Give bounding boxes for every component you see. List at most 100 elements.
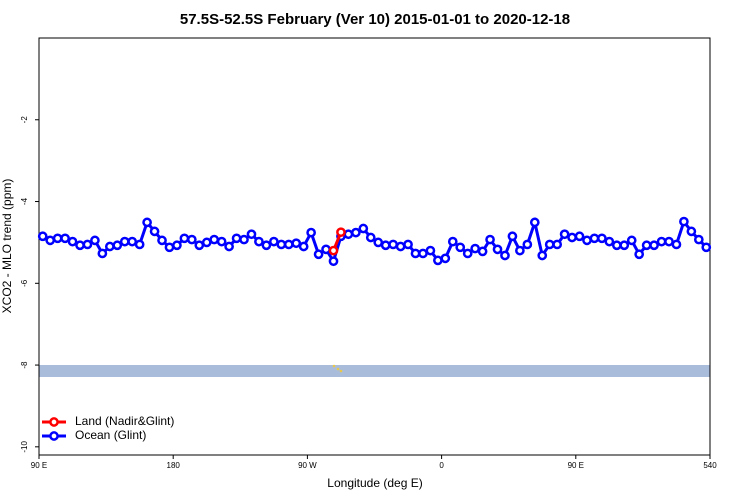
data-point bbox=[254, 236, 264, 247]
data-point bbox=[582, 235, 592, 246]
data-point bbox=[343, 229, 354, 240]
data-point bbox=[537, 250, 548, 261]
data-point bbox=[410, 248, 421, 259]
data-point bbox=[276, 239, 287, 250]
data-point bbox=[515, 245, 525, 256]
data-point bbox=[119, 236, 130, 247]
y-tick-label: -4 bbox=[20, 197, 29, 205]
y-tick-label: -6 bbox=[20, 279, 29, 287]
data-point bbox=[567, 232, 577, 243]
data-point bbox=[291, 238, 302, 249]
x-tick-label: 0 bbox=[439, 461, 444, 470]
data-point bbox=[455, 242, 466, 253]
y-axis-label: XCO2 - MLO trend (ppm) bbox=[0, 179, 14, 314]
data-point bbox=[149, 226, 160, 237]
data-point bbox=[231, 233, 242, 244]
data-point bbox=[433, 255, 443, 266]
data-point bbox=[298, 241, 309, 252]
data-point bbox=[328, 256, 339, 267]
legend-marker bbox=[49, 431, 59, 441]
data-point bbox=[365, 232, 376, 243]
data-point bbox=[477, 246, 488, 257]
data-point bbox=[544, 239, 555, 250]
legend-label: Ocean (Glint) bbox=[75, 428, 146, 442]
data-point bbox=[269, 236, 279, 247]
data-point bbox=[388, 239, 398, 250]
data-point bbox=[693, 234, 704, 245]
data-point bbox=[656, 236, 667, 247]
map-land bbox=[339, 369, 343, 373]
data-point bbox=[186, 234, 197, 245]
data-point bbox=[164, 242, 175, 253]
x-tick-label: 90 E bbox=[568, 461, 584, 470]
data-point bbox=[194, 240, 205, 251]
data-point bbox=[52, 233, 63, 244]
data-point bbox=[45, 235, 56, 246]
data-point bbox=[634, 249, 645, 260]
data-point bbox=[500, 250, 510, 261]
data-point bbox=[507, 231, 518, 242]
data-point bbox=[239, 234, 249, 245]
data-point bbox=[306, 227, 316, 238]
data-point bbox=[75, 240, 85, 251]
chart-title: 57.5S-52.5S February (Ver 10) 2015-01-01… bbox=[180, 11, 570, 28]
data-point bbox=[60, 233, 70, 244]
data-point bbox=[671, 239, 682, 250]
data-point bbox=[134, 239, 145, 250]
x-tick-label: 90 W bbox=[298, 461, 317, 470]
data-point bbox=[104, 241, 115, 252]
map-strip bbox=[39, 365, 710, 377]
data-point bbox=[641, 240, 652, 251]
data-point bbox=[67, 236, 78, 247]
legend-label: Land (Nadir&Glint) bbox=[75, 414, 174, 428]
x-tick-label: 540 bbox=[703, 461, 717, 470]
data-point bbox=[201, 237, 212, 248]
y-tick-label: -10 bbox=[20, 440, 29, 452]
data-point bbox=[619, 240, 630, 251]
data-point bbox=[283, 239, 294, 250]
data-point bbox=[313, 249, 324, 260]
data-point bbox=[403, 239, 413, 250]
data-point bbox=[380, 240, 391, 251]
data-point bbox=[373, 237, 384, 248]
data-point bbox=[112, 240, 123, 251]
data-point bbox=[82, 239, 93, 250]
data-point bbox=[574, 231, 585, 242]
x-axis-label: Longitude (deg E) bbox=[327, 476, 422, 490]
map-land bbox=[336, 367, 340, 371]
data-point bbox=[529, 217, 540, 228]
data-point bbox=[216, 236, 227, 247]
y-tick-label: -2 bbox=[20, 116, 29, 124]
data-point bbox=[321, 244, 331, 255]
data-point bbox=[425, 245, 436, 256]
data-point bbox=[492, 244, 503, 255]
data-point bbox=[142, 217, 152, 228]
data-point bbox=[649, 240, 659, 251]
x-tick-label: 90 E bbox=[31, 461, 47, 470]
data-point bbox=[37, 231, 48, 242]
data-point bbox=[559, 229, 570, 240]
data-point bbox=[90, 235, 100, 246]
data-point bbox=[246, 229, 257, 240]
data-point bbox=[485, 234, 495, 245]
data-point bbox=[328, 245, 339, 256]
data-point bbox=[358, 223, 369, 234]
data-point bbox=[522, 239, 533, 250]
data-point bbox=[224, 241, 234, 252]
data-point bbox=[172, 240, 182, 251]
data-point bbox=[336, 227, 346, 238]
legend-marker bbox=[49, 417, 59, 427]
data-point bbox=[261, 240, 272, 251]
data-point bbox=[701, 242, 712, 253]
data-point bbox=[611, 240, 622, 251]
data-point bbox=[440, 253, 451, 264]
data-point bbox=[127, 236, 138, 247]
data-point bbox=[470, 243, 480, 254]
data-point bbox=[626, 235, 637, 246]
map-land bbox=[332, 364, 336, 368]
data-point bbox=[157, 235, 167, 246]
data-point bbox=[604, 236, 615, 247]
data-point bbox=[679, 216, 689, 227]
data-point bbox=[664, 236, 674, 247]
